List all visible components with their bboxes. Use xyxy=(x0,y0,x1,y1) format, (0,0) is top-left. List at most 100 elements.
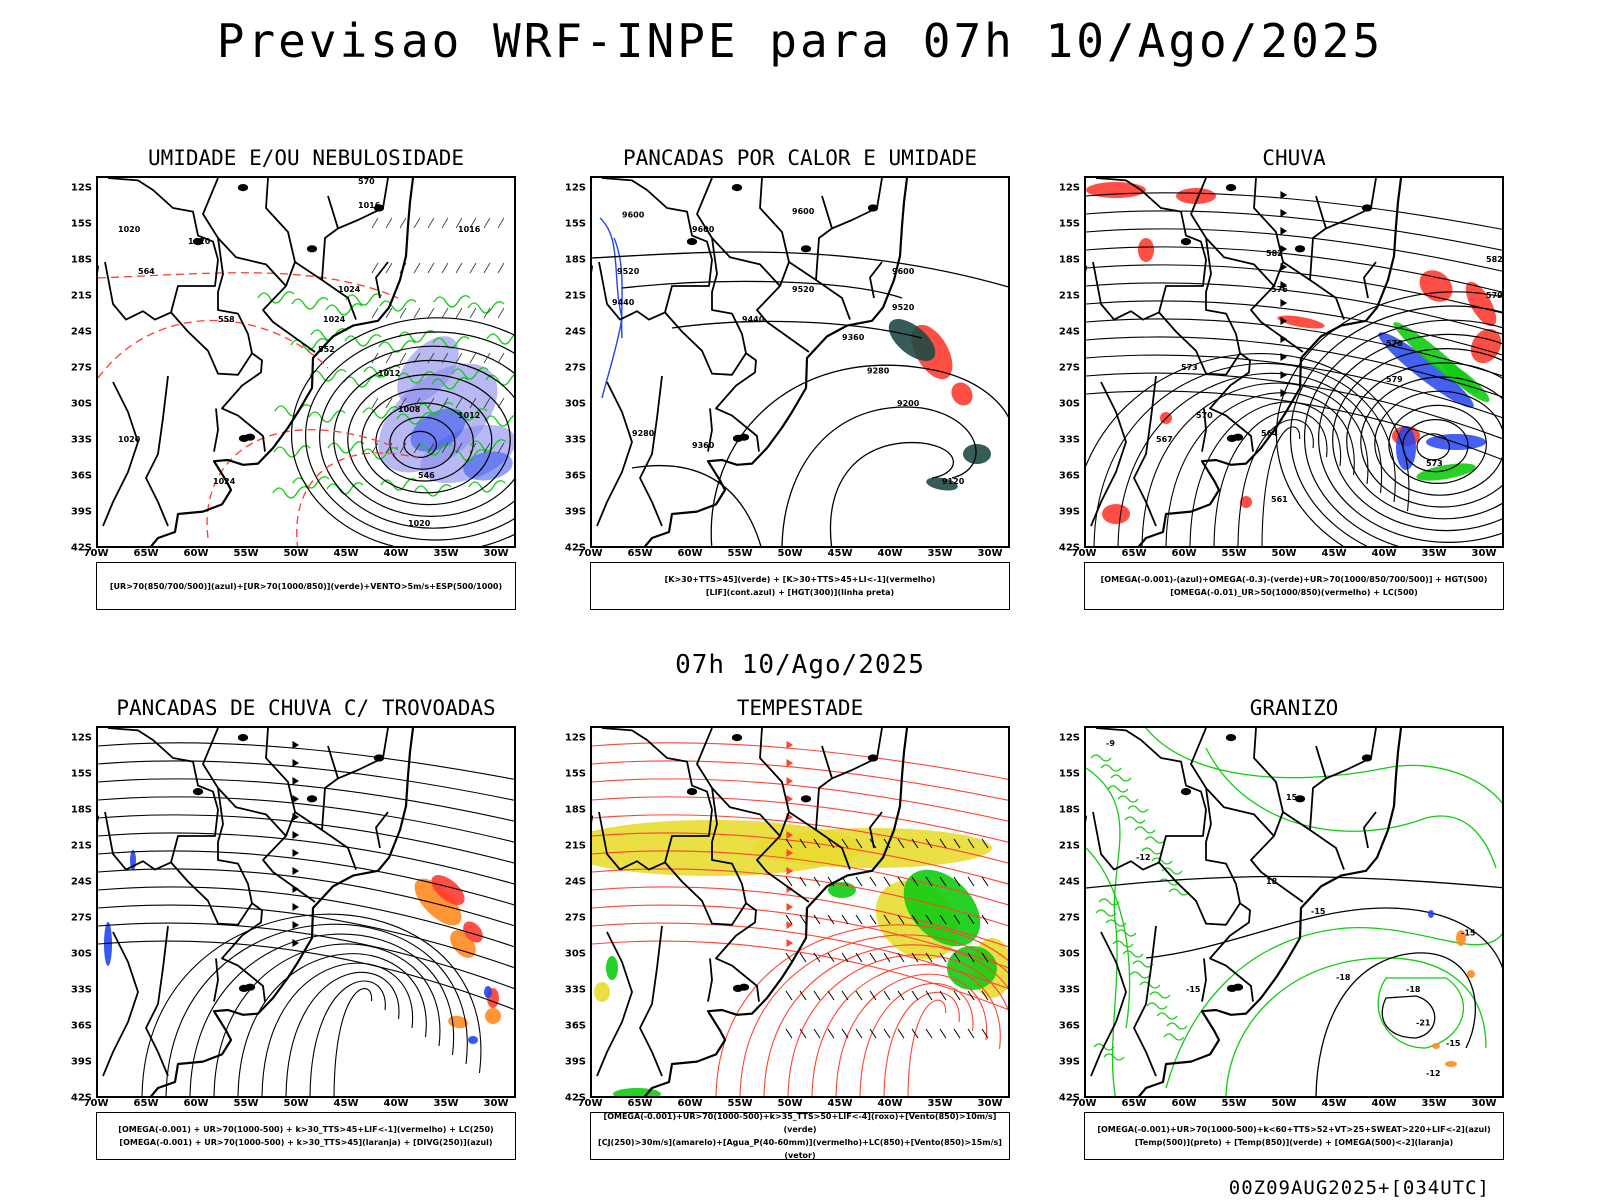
green-instability-area-blob xyxy=(888,319,936,361)
wind-vector xyxy=(967,1028,975,1039)
lake-shape xyxy=(731,184,743,192)
lon-tick-label: 45W xyxy=(333,1098,359,1109)
wind-vector xyxy=(855,952,863,963)
lake-shape xyxy=(1232,983,1244,991)
wind-vector xyxy=(897,838,905,849)
streamline xyxy=(1086,282,1502,335)
hgt-line xyxy=(621,280,903,299)
pressure-contours-ring xyxy=(403,430,438,458)
border-line xyxy=(202,178,266,452)
lake-shape xyxy=(738,433,750,441)
hgt-line xyxy=(781,406,977,546)
contour-label: 582 xyxy=(1486,255,1503,264)
contour-label: -15 xyxy=(1311,907,1326,916)
map-chuva[interactable]: 582 579 576 573 570 567 564 561 582 579 576 573 xyxy=(1084,176,1504,548)
contour-label: 1016 xyxy=(458,225,481,234)
lat-tick-label: 24S xyxy=(1058,326,1080,338)
lon-tick-label: 45W xyxy=(827,548,853,559)
green-wind-area-blob xyxy=(903,869,981,947)
contour-label: 579 xyxy=(1386,375,1403,384)
lat-tick-label: 39S xyxy=(70,506,92,518)
lake-shape xyxy=(192,237,204,246)
red-rain-area-blob xyxy=(1240,496,1252,508)
panel-title: PANCADAS DE CHUVA C/ TROVOADAS xyxy=(116,696,496,720)
wind-vector xyxy=(925,838,933,849)
border-line xyxy=(1205,787,1275,837)
wind-vector xyxy=(967,914,975,925)
pressure-contours-ring xyxy=(319,345,514,529)
lon-tick-label: 70W xyxy=(577,1098,603,1109)
lat-tick-label: 36S xyxy=(70,470,92,482)
border-line xyxy=(639,375,663,527)
lake-shape xyxy=(731,734,743,742)
green-contour xyxy=(345,293,383,306)
orange-thunder-area-blob xyxy=(485,1008,501,1024)
lake-shape xyxy=(373,204,385,212)
wind-vector xyxy=(911,876,919,887)
map-tempestade[interactable] xyxy=(590,726,1010,1098)
lon-tick-label: 65W xyxy=(133,1098,159,1109)
wind-vectors xyxy=(785,838,989,1039)
lon-tick-label: 45W xyxy=(1321,1098,1347,1109)
lon-tick-label: 40W xyxy=(877,548,903,559)
lon-tick-label: 65W xyxy=(627,548,653,559)
streamline-arrow xyxy=(1280,317,1288,325)
map-pancadas-calor[interactable]: 9600 9600 9600 9520 9520 9440 9440 9360 9280 9200… xyxy=(590,176,1010,548)
wind-vector xyxy=(911,990,919,1001)
lon-tick-label: 35W xyxy=(433,548,459,559)
streamline-arrow xyxy=(292,831,300,839)
green-contour xyxy=(273,445,311,458)
wind-vector xyxy=(497,307,505,319)
contour-label: 9360 xyxy=(842,333,865,342)
wind-vector xyxy=(427,442,435,454)
border-line xyxy=(1205,237,1275,287)
wind-vector xyxy=(813,914,821,925)
border-line xyxy=(815,745,851,870)
legend-line: [LIF](cont.azul) + [HGT(300)](linha pret… xyxy=(705,588,895,597)
lake-shape xyxy=(192,787,204,796)
border-line xyxy=(1158,311,1241,376)
wind-vector xyxy=(925,990,933,1001)
temp-squiggle xyxy=(1146,1002,1168,1010)
lon-tick-label: 65W xyxy=(1121,1098,1147,1109)
border-line xyxy=(321,745,357,870)
wind-vector xyxy=(371,262,379,274)
border-line xyxy=(707,408,713,452)
hgt500-contours-ring xyxy=(1360,376,1502,508)
wind-vector xyxy=(925,1028,933,1039)
legend-box: [OMEGA(-0.001)+UR>70(1000-500)+k>35_TTS>… xyxy=(590,1112,1010,1160)
lat-tick-label: 36S xyxy=(70,1020,92,1032)
contour-label: 1008 xyxy=(398,405,421,414)
lc850-streamlines xyxy=(592,741,1008,1096)
temp-line xyxy=(1225,957,1487,1096)
green-contour xyxy=(310,328,348,341)
lon-tick-label: 30W xyxy=(1471,548,1497,559)
pressure-contours xyxy=(290,317,514,546)
lat-tick-label: 15S xyxy=(1058,768,1080,780)
map-umidade[interactable]: 1016 1020 1020 1024 1024 1012 1008 1012 1016 1020… xyxy=(96,176,516,548)
streamline-arrow xyxy=(292,867,300,875)
lat-tick-label: 12S xyxy=(564,182,586,194)
streamline-arrow xyxy=(1280,209,1288,217)
contour-label: -12 xyxy=(1426,1069,1440,1078)
temp-line xyxy=(1086,847,1131,1029)
lon-tick-label: 40W xyxy=(1371,548,1397,559)
contour-label: -12 xyxy=(1136,853,1150,862)
temp-squiggle xyxy=(1134,826,1156,834)
contour-label: 1024 xyxy=(338,285,361,294)
wind-vector xyxy=(827,876,835,887)
border-line xyxy=(1158,861,1241,926)
wind-vector xyxy=(441,217,449,229)
wind-vector xyxy=(883,1028,891,1039)
temp-squiggle xyxy=(1103,1053,1125,1061)
map-granizo[interactable]: -15 -12 -9 -18 -21 -15 -18 -15 -15 -12 15 18 xyxy=(1084,726,1504,1098)
contour-label: 9440 xyxy=(742,315,765,324)
border-line xyxy=(145,375,169,527)
streamline xyxy=(98,886,514,948)
temp-squiggle xyxy=(1100,764,1122,772)
streamline xyxy=(1189,401,1342,546)
hgt500-contours-ring xyxy=(1275,291,1502,546)
map-trovoadas[interactable] xyxy=(96,726,516,1098)
contour-label: 9520 xyxy=(617,267,640,276)
wind-vector xyxy=(399,307,407,319)
